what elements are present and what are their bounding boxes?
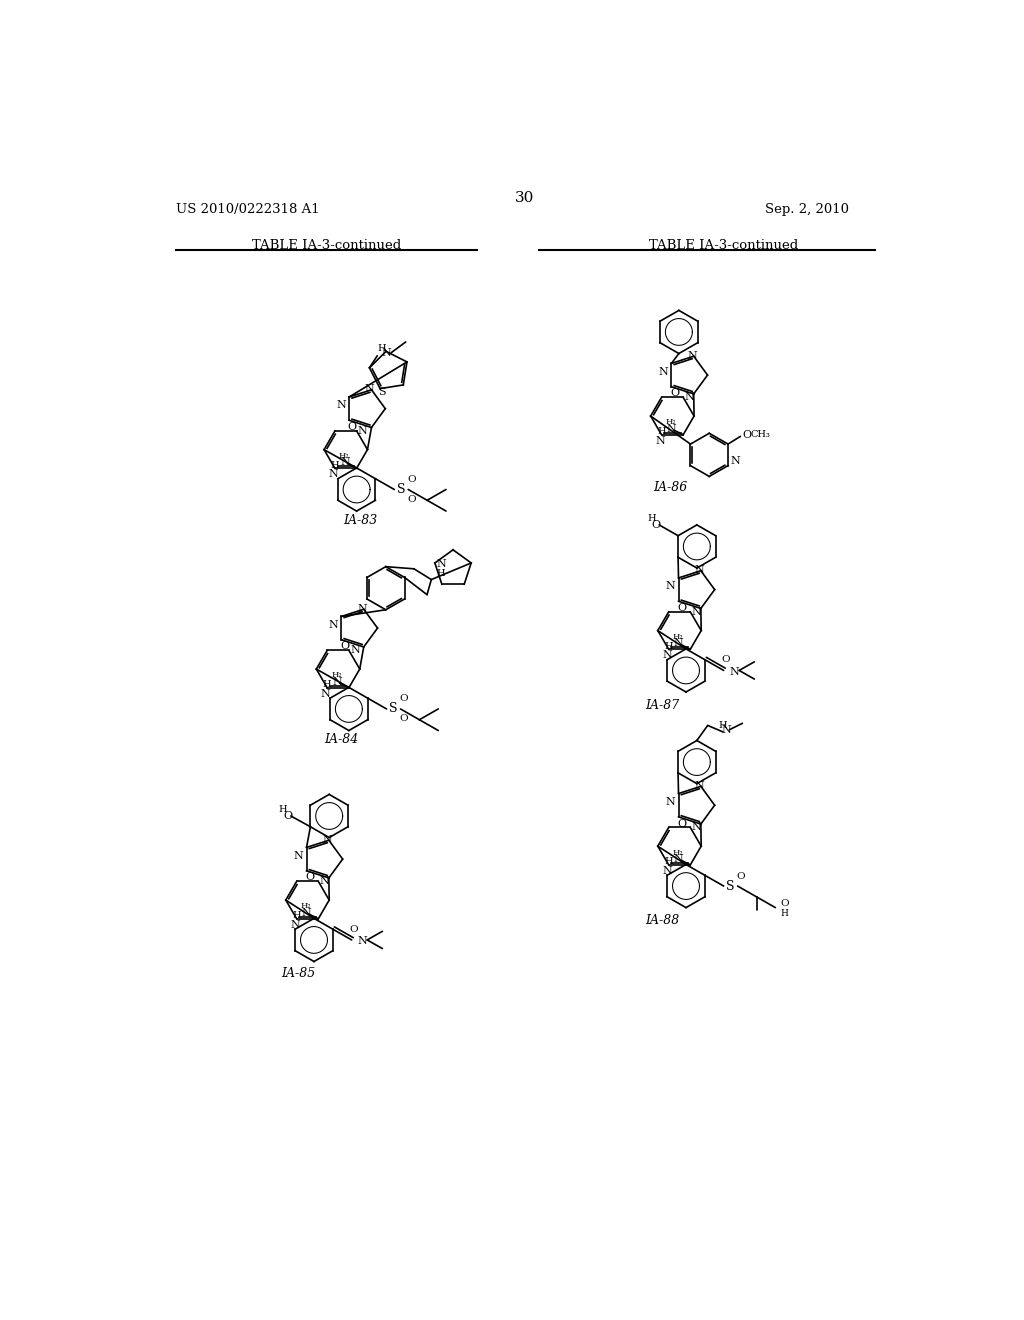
Text: O: O bbox=[670, 388, 679, 399]
Text: N: N bbox=[687, 351, 696, 360]
Text: N: N bbox=[663, 651, 672, 660]
Text: H: H bbox=[279, 805, 288, 814]
Text: H: H bbox=[719, 721, 727, 730]
Text: O: O bbox=[677, 818, 686, 829]
Text: S: S bbox=[379, 387, 386, 397]
Text: N: N bbox=[350, 645, 360, 656]
Text: N: N bbox=[658, 367, 669, 376]
Text: IA-83: IA-83 bbox=[343, 513, 378, 527]
Text: N: N bbox=[684, 392, 694, 403]
Text: H: H bbox=[292, 911, 301, 920]
Text: N: N bbox=[730, 667, 739, 677]
Text: N: N bbox=[674, 854, 684, 863]
Text: 30: 30 bbox=[515, 191, 535, 205]
Text: N: N bbox=[655, 436, 665, 446]
Text: IA-86: IA-86 bbox=[653, 482, 688, 495]
Text: N: N bbox=[691, 607, 701, 616]
Text: N: N bbox=[667, 424, 677, 433]
Text: N: N bbox=[294, 851, 304, 861]
Text: O: O bbox=[742, 430, 752, 440]
Text: O: O bbox=[399, 714, 408, 723]
Text: H₂: H₂ bbox=[301, 903, 311, 911]
Text: IA-85: IA-85 bbox=[282, 966, 315, 979]
Text: H: H bbox=[665, 857, 673, 866]
Text: US 2010/0222318 A1: US 2010/0222318 A1 bbox=[176, 203, 319, 216]
Text: TABLE IA-3-continued: TABLE IA-3-continued bbox=[252, 239, 401, 252]
Text: O: O bbox=[348, 422, 356, 432]
Text: O: O bbox=[340, 642, 349, 652]
Text: N: N bbox=[691, 822, 701, 833]
Text: N: N bbox=[290, 920, 300, 929]
Text: O: O bbox=[722, 655, 730, 664]
Text: N: N bbox=[436, 560, 445, 569]
Text: N: N bbox=[323, 834, 332, 845]
Text: N: N bbox=[382, 347, 391, 358]
Text: N: N bbox=[319, 876, 330, 887]
Text: CH₃: CH₃ bbox=[751, 430, 770, 440]
Text: O: O bbox=[305, 873, 314, 883]
Text: O: O bbox=[407, 495, 416, 504]
Text: O: O bbox=[780, 899, 790, 908]
Text: O: O bbox=[349, 925, 358, 933]
Text: N: N bbox=[694, 565, 703, 576]
Text: N: N bbox=[302, 908, 311, 917]
Text: N: N bbox=[357, 603, 367, 614]
Text: H: H bbox=[323, 680, 332, 689]
Text: S: S bbox=[397, 483, 406, 496]
Text: O: O bbox=[651, 520, 660, 529]
Text: Sep. 2, 2010: Sep. 2, 2010 bbox=[765, 203, 849, 216]
Text: O: O bbox=[736, 871, 745, 880]
Text: N: N bbox=[321, 689, 331, 698]
Text: S: S bbox=[726, 879, 735, 892]
Text: H: H bbox=[780, 909, 788, 919]
Text: H₂: H₂ bbox=[331, 672, 342, 680]
Text: N: N bbox=[329, 470, 338, 479]
Text: H: H bbox=[665, 642, 673, 651]
Text: H₂: H₂ bbox=[339, 451, 349, 459]
Text: H: H bbox=[657, 428, 666, 436]
Text: N: N bbox=[340, 457, 350, 467]
Text: N: N bbox=[674, 638, 684, 648]
Text: N: N bbox=[663, 866, 672, 876]
Text: H: H bbox=[437, 569, 445, 578]
Text: IA-87: IA-87 bbox=[645, 698, 680, 711]
Text: H₂: H₂ bbox=[666, 418, 676, 426]
Text: S: S bbox=[389, 702, 397, 715]
Text: H: H bbox=[647, 515, 655, 523]
Text: N: N bbox=[666, 797, 676, 807]
Text: TABLE IA-3-continued: TABLE IA-3-continued bbox=[648, 239, 798, 252]
Text: O: O bbox=[677, 603, 686, 612]
Text: O: O bbox=[284, 810, 292, 821]
Text: H: H bbox=[331, 461, 339, 470]
Text: N: N bbox=[357, 936, 368, 946]
Text: N: N bbox=[694, 781, 703, 791]
Text: N: N bbox=[365, 384, 375, 395]
Text: IA-84: IA-84 bbox=[324, 733, 358, 746]
Text: H₂: H₂ bbox=[673, 632, 683, 642]
Text: N: N bbox=[731, 457, 740, 466]
Text: O: O bbox=[407, 475, 416, 484]
Text: N: N bbox=[666, 581, 676, 591]
Text: N: N bbox=[333, 677, 342, 686]
Text: H₂: H₂ bbox=[673, 849, 683, 857]
Text: N: N bbox=[337, 400, 346, 411]
Text: N: N bbox=[721, 725, 731, 735]
Text: N: N bbox=[358, 426, 368, 436]
Text: O: O bbox=[399, 694, 408, 704]
Text: IA-88: IA-88 bbox=[645, 915, 680, 927]
Text: H: H bbox=[378, 343, 386, 352]
Text: N: N bbox=[329, 620, 339, 630]
